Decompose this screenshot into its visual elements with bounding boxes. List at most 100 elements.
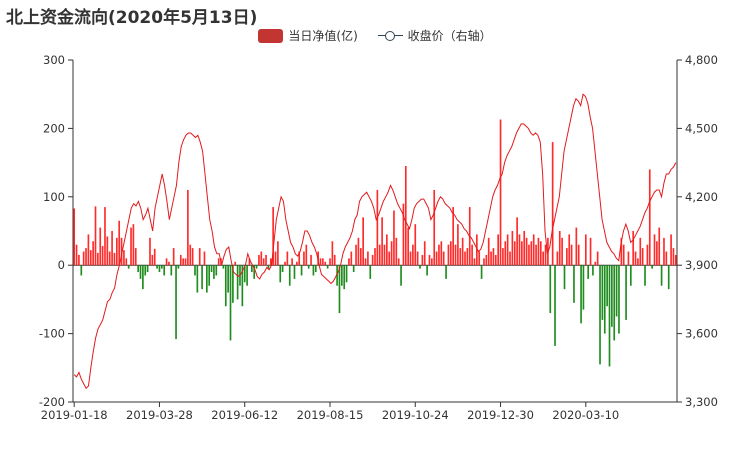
net-inflow-bar [438,244,440,266]
line-swatch-icon [377,29,403,43]
net-inflow-bar [459,248,462,266]
net-inflow-bar [208,265,211,286]
net-inflow-bar [454,244,457,266]
net-inflow-bar [168,261,170,266]
net-inflow-bar [509,251,511,266]
net-inflow-bar [596,251,599,266]
net-inflow-bar [213,265,215,279]
net-inflow-bar [305,244,308,266]
net-inflow-bar [395,237,398,266]
net-inflow-bar [329,258,331,266]
net-inflow-bar [452,207,454,266]
net-inflow-bar [466,248,469,266]
net-inflow-bar [367,251,369,266]
net-inflow-bar [487,237,490,266]
net-inflow-bar [269,258,272,266]
net-inflow-bar [97,252,99,266]
net-inflow-bar [544,244,547,266]
net-inflow-bar [589,237,592,266]
net-inflow-bar [532,234,535,266]
net-inflow-bar [113,252,116,266]
net-inflow-bar [558,231,561,266]
net-inflow-bar [428,254,431,266]
axes-layer: 300 200 100 0 -100 -200 4,800 4,500 4,200 3,900 3,… [39,53,718,422]
net-inflow-bar [663,237,665,266]
net-inflow-bar [549,265,552,314]
net-inflow-bar [431,258,433,266]
net-inflow-bar [163,265,166,276]
net-inflow-bar [215,265,218,276]
net-inflow-bar [464,251,466,266]
net-inflow-bar [421,254,424,266]
net-inflow-bar [191,248,194,266]
net-inflow-bar [364,258,367,266]
net-inflow-bar [73,208,76,266]
net-inflow-bar [300,265,303,276]
net-inflow-bar [381,217,383,266]
net-inflow-bar [322,258,324,266]
net-inflow-bar [603,265,606,334]
net-inflow-bar [660,265,663,286]
net-inflow-bar [435,251,438,266]
net-inflow-bar [577,244,580,266]
net-inflow-bar [499,119,502,266]
net-inflow-bar [648,169,651,266]
net-inflow-bar [480,265,483,279]
net-inflow-bar [537,237,540,266]
net-inflow-bar [580,265,582,324]
net-inflow-bar [457,224,459,266]
left-axis-tick-label: 300 [43,53,65,67]
net-inflow-bar [516,217,518,266]
legend-item-net-inflow[interactable]: 当日净值(亿) [258,27,358,44]
net-inflow-bar [255,265,258,269]
net-inflow-bar [279,265,282,283]
net-inflow-bar [179,254,182,266]
net-inflow-bar [284,261,286,266]
net-inflow-bar [210,265,213,273]
net-inflow-bar [490,251,492,266]
net-inflow-bar [568,234,571,266]
bars-layer [73,119,677,367]
net-inflow-bar [146,265,149,273]
net-inflow-bar [132,224,135,266]
net-inflow-bar [151,254,154,266]
net-inflow-bar [139,265,142,279]
net-inflow-bar [613,265,616,341]
net-inflow-bar [390,241,393,266]
net-inflow-bar [118,220,121,266]
net-inflow-bar [142,265,144,290]
net-inflow-bar [423,241,426,266]
net-inflow-bar [106,236,109,266]
net-inflow-bar [303,251,305,266]
net-inflow-bar [622,244,625,266]
net-inflow-bar [184,258,187,266]
net-inflow-bar [229,265,232,341]
net-inflow-bar [80,265,83,276]
net-inflow-bar [87,234,90,266]
legend-item-close-price[interactable]: 收盘价（右轴） [377,27,492,44]
net-inflow-bar [449,241,452,266]
net-inflow-bar [627,251,630,266]
net-inflow-bar [258,254,260,266]
net-inflow-bar [274,251,277,266]
net-inflow-bar [293,265,296,279]
net-inflow-bar [592,265,594,276]
net-inflow-bar [412,244,414,266]
net-inflow-bar [639,237,642,266]
net-inflow-bar [78,254,80,266]
net-inflow-bar [196,265,199,293]
net-inflow-bar [478,251,481,266]
close-price-line [73,93,677,390]
net-inflow-bar [108,251,111,266]
net-inflow-bar [111,231,113,266]
net-inflow-bar [345,265,348,283]
net-inflow-bar [333,254,336,266]
net-inflow-bar [265,254,267,266]
net-inflow-bar [241,265,244,307]
net-inflow-bar [476,234,478,266]
net-inflow-bar [224,265,227,307]
net-inflow-bar [426,265,428,276]
net-inflow-bar [393,210,395,266]
x-axis-tick-label: 2019-12-30 [467,408,534,422]
net-inflow-bar [447,244,450,266]
